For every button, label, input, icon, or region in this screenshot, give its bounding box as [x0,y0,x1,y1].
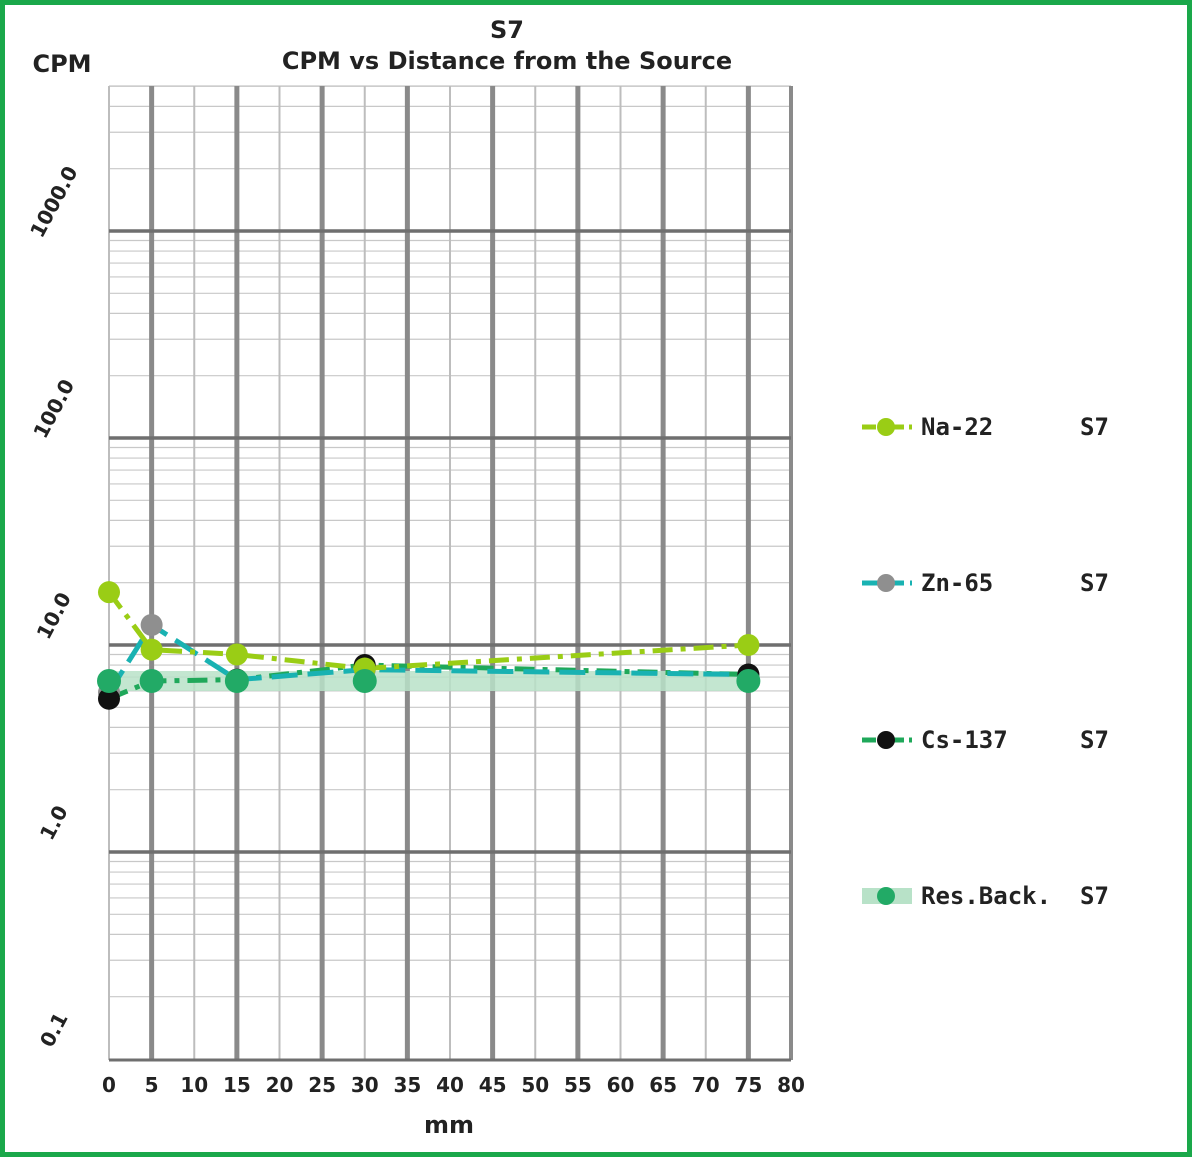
series-point-cs-137 [98,687,120,710]
y-tick-label: 10.0 [32,588,76,643]
legend: Na-22 S7 Zn-65 S7 Cs-137 S7 Res.Back. S7 [862,413,1109,910]
y-tick-label: 1000.0 [25,162,82,241]
legend-label-cs-137: Cs-137 [921,726,1008,754]
y-axis-label: CPM [32,50,91,78]
y-tick-label: 1.0 [35,801,73,844]
series-line-na-22 [106,590,749,671]
x-tick-labels: 0 5 10 15 20 25 30 35 40 45 50 55 60 65 70 75 80 [102,1073,805,1097]
legend-suffix-cs-137: S7 [1080,726,1109,754]
series-point-res-back [352,669,377,694]
legend-swatch-marker-zn-65 [877,574,895,592]
x-tick-label: 20 [266,1073,294,1097]
series-point-res-back [97,669,121,694]
x-tick-label: 55 [564,1073,592,1097]
legend-suffix-zn-65: S7 [1080,569,1109,597]
x-tick-label: 65 [649,1073,677,1097]
x-tick-label: 10 [180,1073,208,1097]
series-point-na-22 [140,638,163,661]
legend-swatch-marker-na-22 [877,418,895,436]
legend-swatch-marker-res-back [877,887,895,905]
legend-label-res-back: Res.Back. [921,882,1051,910]
x-tick-label: 40 [436,1073,464,1097]
x-tick-label: 50 [521,1073,549,1097]
x-tick-label: 80 [777,1073,805,1097]
series-point-zn-65 [140,613,163,636]
legend-suffix-res-back: S7 [1080,882,1109,910]
y-tick-label: 0.1 [35,1008,73,1051]
y-tick-labels: 0.1 1.0 10.0 100.0 1000.0 [25,162,82,1051]
y-tick-label: 100.0 [28,375,79,442]
series-point-res-back [736,669,761,694]
x-tick-label: 70 [692,1073,720,1097]
x-tick-label: 75 [734,1073,762,1097]
chart-title: S7 [490,16,524,44]
series-layer [97,581,761,710]
x-tick-label: 25 [308,1073,336,1097]
legend-label-na-22: Na-22 [921,413,993,441]
x-tick-label: 15 [223,1073,251,1097]
x-tick-label: 5 [145,1073,159,1097]
legend-label-zn-65: Zn-65 [921,569,993,597]
x-tick-label: 45 [479,1073,507,1097]
x-axis-label: mm [424,1111,474,1139]
legend-suffix-na-22: S7 [1080,413,1109,441]
chart-subtitle: CPM vs Distance from the Source [282,47,732,75]
series-point-res-back [139,669,164,694]
x-tick-label: 35 [393,1073,421,1097]
x-tick-label: 0 [102,1073,116,1097]
series-point-res-back [224,669,249,694]
x-tick-label: 30 [351,1073,379,1097]
x-tick-label: 60 [607,1073,635,1097]
series-point-na-22 [225,643,248,666]
series-point-na-22 [737,634,760,656]
series-point-na-22 [98,581,120,604]
plot-grid [108,85,793,1062]
legend-swatch-marker-cs-137 [877,731,895,749]
